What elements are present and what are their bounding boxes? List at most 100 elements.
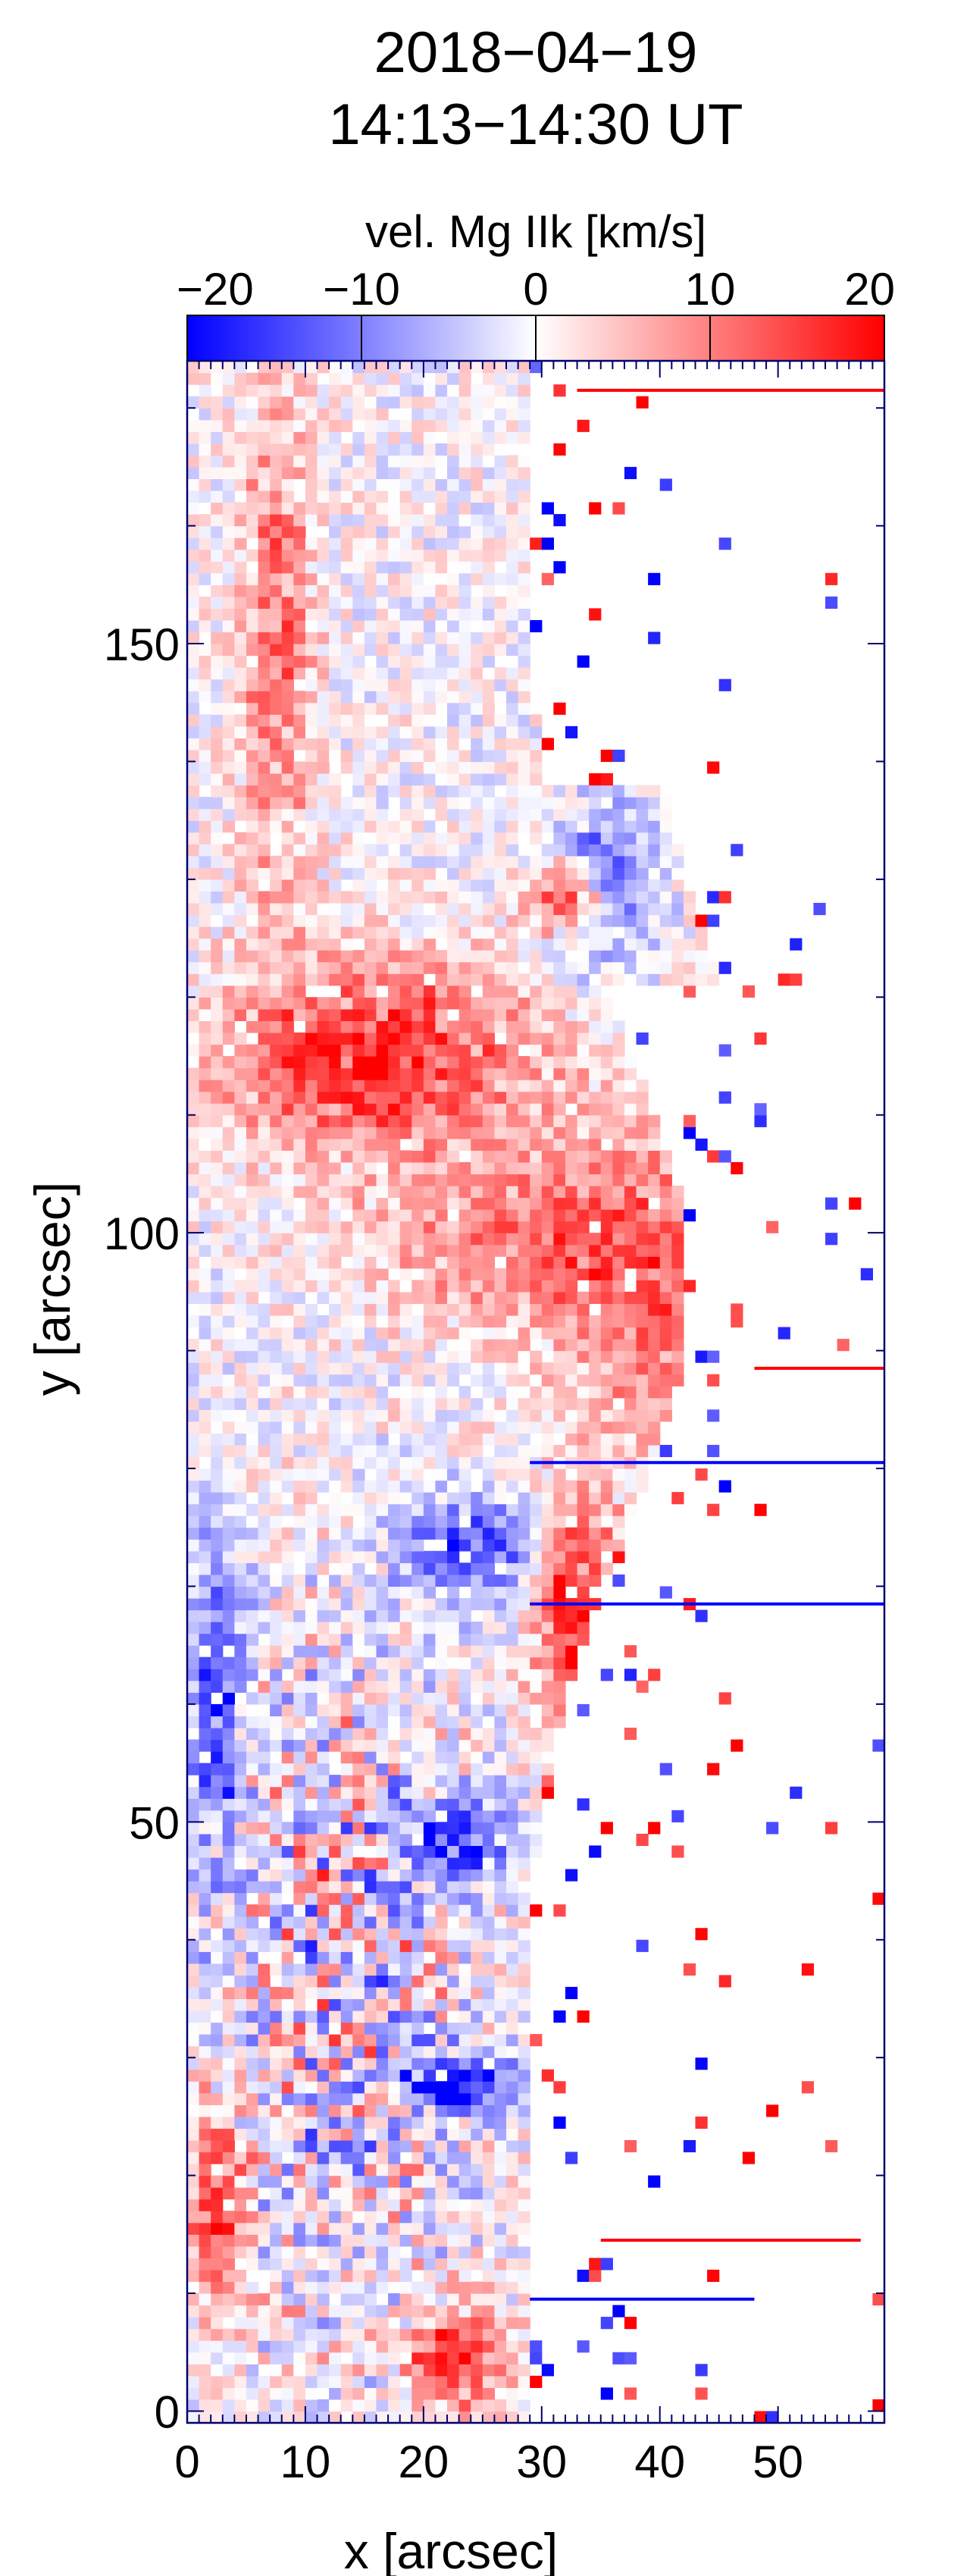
heatmap-cell [388, 1186, 401, 1199]
heatmap-cell [494, 1468, 507, 1481]
heatmap-cell [600, 2317, 613, 2330]
heatmap-cell [364, 973, 377, 986]
heatmap-cell [565, 1339, 578, 1352]
heatmap-cell [435, 1480, 448, 1493]
heatmap-cell [659, 1174, 672, 1186]
heatmap-cell [364, 1680, 377, 1693]
heatmap-cell [388, 1044, 401, 1057]
heatmap-cell [624, 1468, 637, 1481]
heatmap-cell [305, 2175, 318, 2188]
heatmap-cell [246, 1833, 259, 1846]
heatmap-cell [270, 1197, 283, 1210]
heatmap-cell [246, 1256, 259, 1269]
heatmap-cell [211, 2198, 224, 2211]
heatmap-cell [482, 2222, 496, 2235]
heatmap-cell [754, 1503, 767, 1516]
heatmap-cell [234, 997, 247, 1010]
heatmap-cell [317, 820, 330, 833]
heatmap-cell [600, 1386, 613, 1399]
heatmap-cell [435, 1503, 448, 1516]
heatmap-cell [482, 820, 496, 833]
heatmap-cell [329, 2211, 342, 2223]
heatmap-cell [494, 2352, 507, 2364]
heatmap-cell [482, 1008, 496, 1021]
heatmap-cell [305, 1339, 318, 1352]
heatmap-cell [458, 997, 471, 1010]
heatmap-cell [199, 1680, 211, 1693]
heatmap-cell [211, 1822, 224, 1835]
heatmap-cell [471, 902, 483, 916]
heatmap-cell [388, 1622, 401, 1634]
heatmap-cell [364, 1067, 377, 1080]
heatmap-cell [246, 1622, 259, 1634]
heatmap-cell [577, 1114, 590, 1127]
heatmap-cell [222, 973, 235, 986]
heatmap-cell [518, 1916, 530, 1929]
heatmap-cell [246, 1904, 259, 1917]
heatmap-cell [388, 914, 401, 927]
heatmap-cell [494, 2281, 507, 2294]
heatmap-cell [518, 1751, 530, 1764]
heatmap-cell [293, 1150, 306, 1163]
heatmap-cell [506, 1845, 519, 1858]
heatmap-cell [199, 1845, 211, 1858]
heatmap-cell [305, 1114, 318, 1127]
heatmap-cell [199, 1869, 211, 1882]
heatmap-cell [411, 2211, 424, 2223]
heatmap-cell [577, 1032, 590, 1045]
heatmap-cell [518, 1892, 530, 1905]
heatmap-cell [506, 1492, 519, 1505]
heatmap-cell [458, 2175, 471, 2188]
heatmap-cell [222, 725, 235, 738]
heatmap-cell [270, 1350, 283, 1363]
heatmap-cell [683, 938, 696, 951]
heatmap-cell [482, 1221, 496, 1233]
heatmap-cell [541, 1268, 554, 1280]
heatmap-cell [364, 1703, 377, 1717]
heatmap-cell [329, 2305, 342, 2317]
heatmap-cell [447, 1280, 460, 1293]
heatmap-cell [317, 797, 330, 810]
heatmap-cell [482, 1609, 496, 1622]
heatmap-cell [423, 1928, 436, 1941]
heatmap-cell [589, 879, 602, 892]
heatmap-cell [293, 2164, 306, 2176]
heatmap-cell [329, 1044, 342, 1057]
heatmap-cell [458, 1221, 471, 1233]
heatmap-cell [447, 1833, 460, 1846]
heatmap-cell [683, 985, 696, 998]
heatmap-cell [447, 725, 460, 738]
heatmap-cell [222, 2022, 235, 2035]
heatmap-cell [211, 1669, 224, 1681]
heatmap-cell [577, 1080, 590, 1092]
heatmap-cell [293, 2069, 306, 2082]
heatmap-cell [423, 1186, 436, 1199]
heatmap-cell [482, 1091, 496, 1104]
heatmap-cell [494, 2104, 507, 2117]
heatmap-cell [636, 1833, 649, 1846]
heatmap-cell [270, 1386, 283, 1399]
heatmap-cell [222, 2234, 235, 2247]
heatmap-cell [624, 926, 637, 939]
heatmap-cell [600, 749, 613, 763]
heatmap-cell [187, 1197, 200, 1210]
heatmap-cell [234, 1138, 247, 1151]
heatmap-cell [482, 1315, 496, 1328]
heatmap-cell [624, 2139, 637, 2153]
heatmap-cell [541, 1775, 554, 1788]
heatmap-cell [707, 1374, 720, 1387]
heatmap-cell [340, 1669, 353, 1681]
heatmap-cell [506, 1233, 519, 1246]
heatmap-cell [352, 1256, 365, 1269]
heatmap-cell [376, 1492, 389, 1505]
heatmap-cell [258, 2305, 271, 2317]
heatmap-cell [364, 891, 377, 904]
heatmap-cell [329, 2352, 342, 2364]
heatmap-cell [482, 2164, 496, 2176]
heatmap-cell [376, 1798, 389, 1811]
heatmap-cell [293, 2045, 306, 2058]
heatmap-cell [199, 1397, 211, 1410]
heatmap-cell [305, 1833, 318, 1846]
heatmap-cell [482, 738, 496, 751]
heatmap-cell [435, 2269, 448, 2283]
